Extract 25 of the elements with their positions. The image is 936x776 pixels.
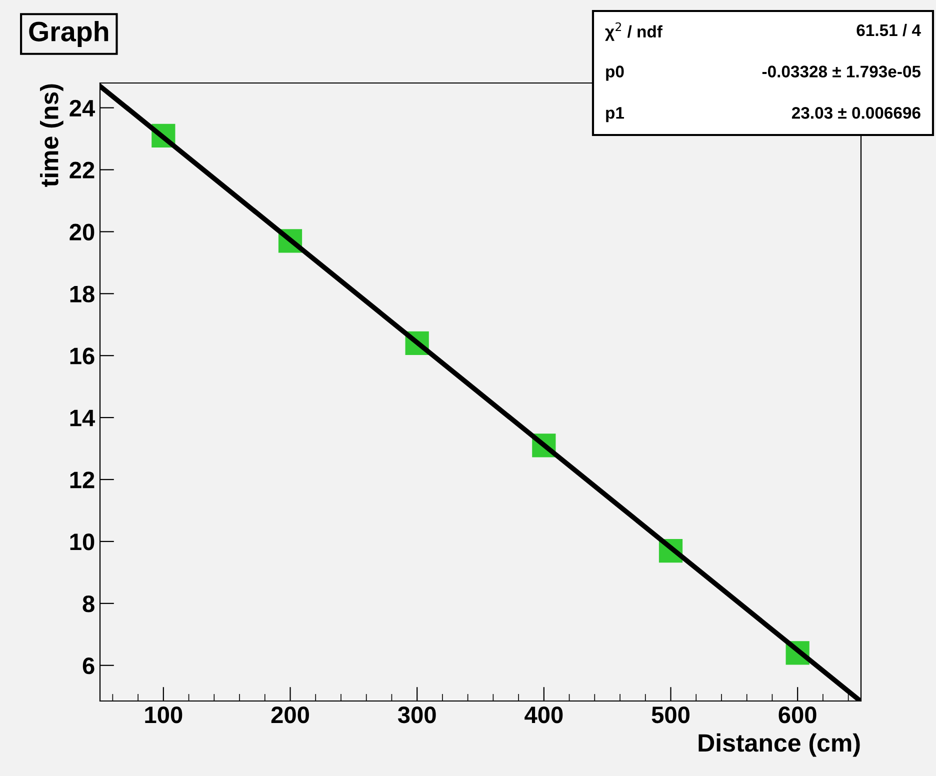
y-axis-title: time (ns): [40, 84, 64, 187]
annotation: p1: [606, 107, 624, 122]
x-tick-label: 400: [524, 706, 563, 724]
y-tick-label: 10: [70, 534, 94, 550]
text: χ$^{2}$ / ndf: [605, 22, 662, 41]
annotation: 23.03 ± 0.006696: [792, 107, 920, 119]
text: -0.03328 ± 1.793e-05: [762, 66, 921, 78]
y-tick-label: 6: [82, 657, 94, 674]
y-tick-label: 20: [70, 224, 94, 240]
x-axis-title: Distance (cm): [698, 733, 860, 757]
y-tick-label: 8: [82, 595, 94, 612]
chart-title: Graph: [29, 21, 108, 47]
y-tick-label: 18: [70, 286, 94, 302]
y-tick-label: 16: [70, 348, 94, 364]
x-tick-label: 600: [778, 706, 816, 724]
y-tick-label: 14: [70, 410, 96, 426]
y-tick-label: 12: [70, 472, 94, 488]
x-tick-label: 200: [271, 706, 309, 724]
x-tick-label: 100: [145, 706, 182, 724]
y-tick-label: 24: [70, 100, 96, 116]
x-tick-label: 500: [652, 706, 690, 724]
y-tick-label: 22: [70, 162, 94, 178]
text: 61.51 / 4: [856, 24, 921, 36]
x-tick-label: 300: [398, 706, 436, 724]
text: p0: [606, 66, 624, 81]
